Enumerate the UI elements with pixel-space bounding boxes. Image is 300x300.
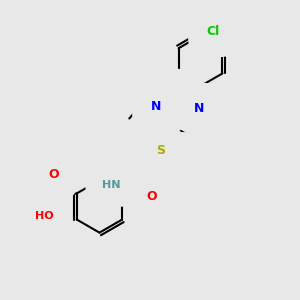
Text: HN: HN bbox=[102, 180, 121, 190]
Text: N: N bbox=[172, 88, 182, 100]
Text: N: N bbox=[194, 102, 204, 115]
Text: O: O bbox=[48, 169, 59, 182]
Text: Cl: Cl bbox=[207, 26, 220, 38]
Text: O: O bbox=[146, 190, 157, 202]
Text: N: N bbox=[151, 100, 161, 113]
Text: S: S bbox=[156, 143, 165, 157]
Text: HO: HO bbox=[35, 211, 53, 221]
